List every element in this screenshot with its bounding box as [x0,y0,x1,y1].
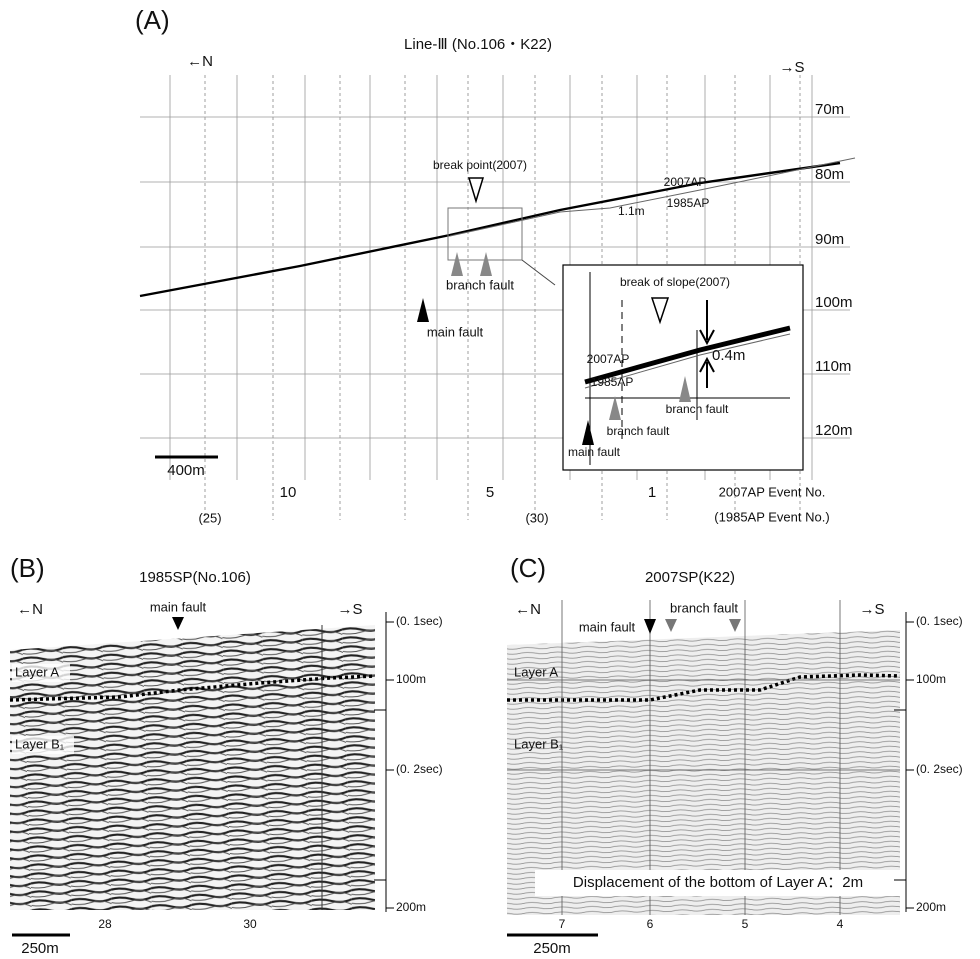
axis-title: (1985AP Event No.) [714,509,829,524]
layer-boundary [9,674,376,702]
title: 1985SP(No.106) [139,569,251,586]
annotation: 1985AP [667,196,710,210]
event-number: 28 [98,917,112,931]
event-number: 5 [486,484,494,501]
old-event-number: (30) [525,510,548,525]
axis-label: 100m [916,672,946,686]
layer-label: Layer A [15,664,59,679]
title: Line-Ⅲ (No.106・K22) [404,36,552,53]
triangle [467,177,485,204]
annotation: 2007AP [587,352,630,366]
label-bg [12,736,74,754]
event-number: 7 [559,917,566,931]
profile-2007 [584,325,791,385]
depth-label: 80m [815,166,844,183]
grid-c [507,600,900,915]
depth-axis: (0. 1sec) 100m (0. 2sec) 200m [894,612,963,914]
old-event-number: (25) [198,510,221,525]
panel-label: (B) [10,553,45,583]
triangle [417,298,429,322]
triangle [451,252,492,276]
triangle [650,297,670,325]
north: ←N [187,53,213,70]
arrows [699,300,715,388]
panel-label: (A) [135,5,170,35]
scale-label: 250m [533,940,571,957]
annotation: main fault [579,619,636,634]
annotation: main fault [568,445,621,459]
axis-title: 2007AP Event No. [719,484,826,499]
annotation: branch fault [446,277,514,292]
triangle [609,376,691,420]
layer-label: Layer B₁ [15,736,65,751]
annotation: branch fault [670,600,738,615]
depth-labels: 70m 80m 90m 100m 110m 120m [815,101,853,439]
title: 2007SP(K22) [645,569,735,586]
annotation: 1.1m [618,204,645,218]
triangle [644,619,656,634]
south: →S [859,601,884,618]
annotation: break point(2007) [433,158,527,172]
profile-1985 [449,157,856,237]
depth-axis: (0. 1sec) 100m (0. 2sec) 200m [374,612,443,914]
triangle [582,420,594,445]
annotation: Displacement of the bottom of Layer A：2m [573,874,863,891]
axis-label: 200m [916,900,946,914]
axis-label: (0. 1sec) [916,614,963,628]
layer-boundary [507,673,901,702]
annotation: break of slope(2007) [620,275,730,289]
label-bg [12,664,70,682]
profile-1985 [584,333,791,389]
annotation: branch fault [607,424,670,438]
triangle [665,619,741,632]
axis-label: (0. 2sec) [396,762,443,776]
scale-label: 400m [167,462,205,479]
north: ←N [515,601,541,618]
annotation: 1985AP [591,375,634,389]
annotation: main fault [150,599,207,614]
depth-label: 90m [815,231,844,248]
depth-label: 110m [815,358,851,375]
layer-label: Layer B₁ [514,736,564,751]
annotation: 2007AP [664,175,707,189]
annotation: main fault [427,324,484,339]
profile-2007 [139,161,841,298]
event-number: 10 [280,484,297,501]
label-bg [535,870,900,896]
panel-label: (C) [510,553,546,583]
south: →S [337,601,362,618]
north: ←N [17,601,43,618]
depth-label: 70m [815,101,844,118]
south: →S [779,59,804,76]
event-number: 5 [742,917,749,931]
zoom-arrow [521,259,556,286]
annotation: branch fault [666,402,729,416]
axis-label: 200m [396,900,426,914]
triangle [172,617,184,630]
scale-label: 250m [21,940,59,957]
depth-label: 100m [815,294,853,311]
annotation: 0.4m [712,347,745,364]
inset [562,264,804,471]
layer-label: Layer A [514,664,558,679]
event-number: 4 [837,917,844,931]
event-number: 1 [648,484,656,501]
event-number: 30 [243,917,257,931]
axis-label: 100m [396,672,426,686]
depth-label: 120m [815,422,853,439]
axis-label: (0. 1sec) [396,614,443,628]
axis-label: (0. 2sec) [916,762,963,776]
event-number: 6 [647,917,654,931]
